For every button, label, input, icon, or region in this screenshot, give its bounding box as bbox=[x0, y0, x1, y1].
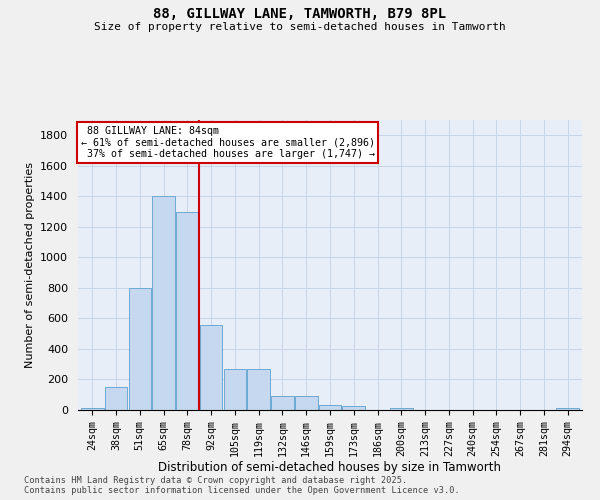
Bar bbox=[105, 387, 127, 410]
Bar bbox=[343, 406, 365, 410]
Bar bbox=[556, 408, 579, 410]
X-axis label: Distribution of semi-detached houses by size in Tamworth: Distribution of semi-detached houses by … bbox=[158, 462, 502, 474]
Bar bbox=[319, 404, 341, 410]
Bar bbox=[128, 288, 151, 410]
Text: Size of property relative to semi-detached houses in Tamworth: Size of property relative to semi-detach… bbox=[94, 22, 506, 32]
Bar bbox=[200, 324, 223, 410]
Text: 88, GILLWAY LANE, TAMWORTH, B79 8PL: 88, GILLWAY LANE, TAMWORTH, B79 8PL bbox=[154, 8, 446, 22]
Bar bbox=[247, 369, 270, 410]
Bar bbox=[295, 396, 317, 410]
Bar bbox=[271, 396, 294, 410]
Y-axis label: Number of semi-detached properties: Number of semi-detached properties bbox=[25, 162, 35, 368]
Bar bbox=[152, 196, 175, 410]
Bar bbox=[390, 408, 413, 410]
Text: 88 GILLWAY LANE: 84sqm
← 61% of semi-detached houses are smaller (2,896)
 37% of: 88 GILLWAY LANE: 84sqm ← 61% of semi-det… bbox=[80, 126, 374, 159]
Bar bbox=[81, 408, 104, 410]
Text: Contains HM Land Registry data © Crown copyright and database right 2025.
Contai: Contains HM Land Registry data © Crown c… bbox=[24, 476, 460, 495]
Bar bbox=[224, 369, 246, 410]
Bar bbox=[176, 212, 199, 410]
